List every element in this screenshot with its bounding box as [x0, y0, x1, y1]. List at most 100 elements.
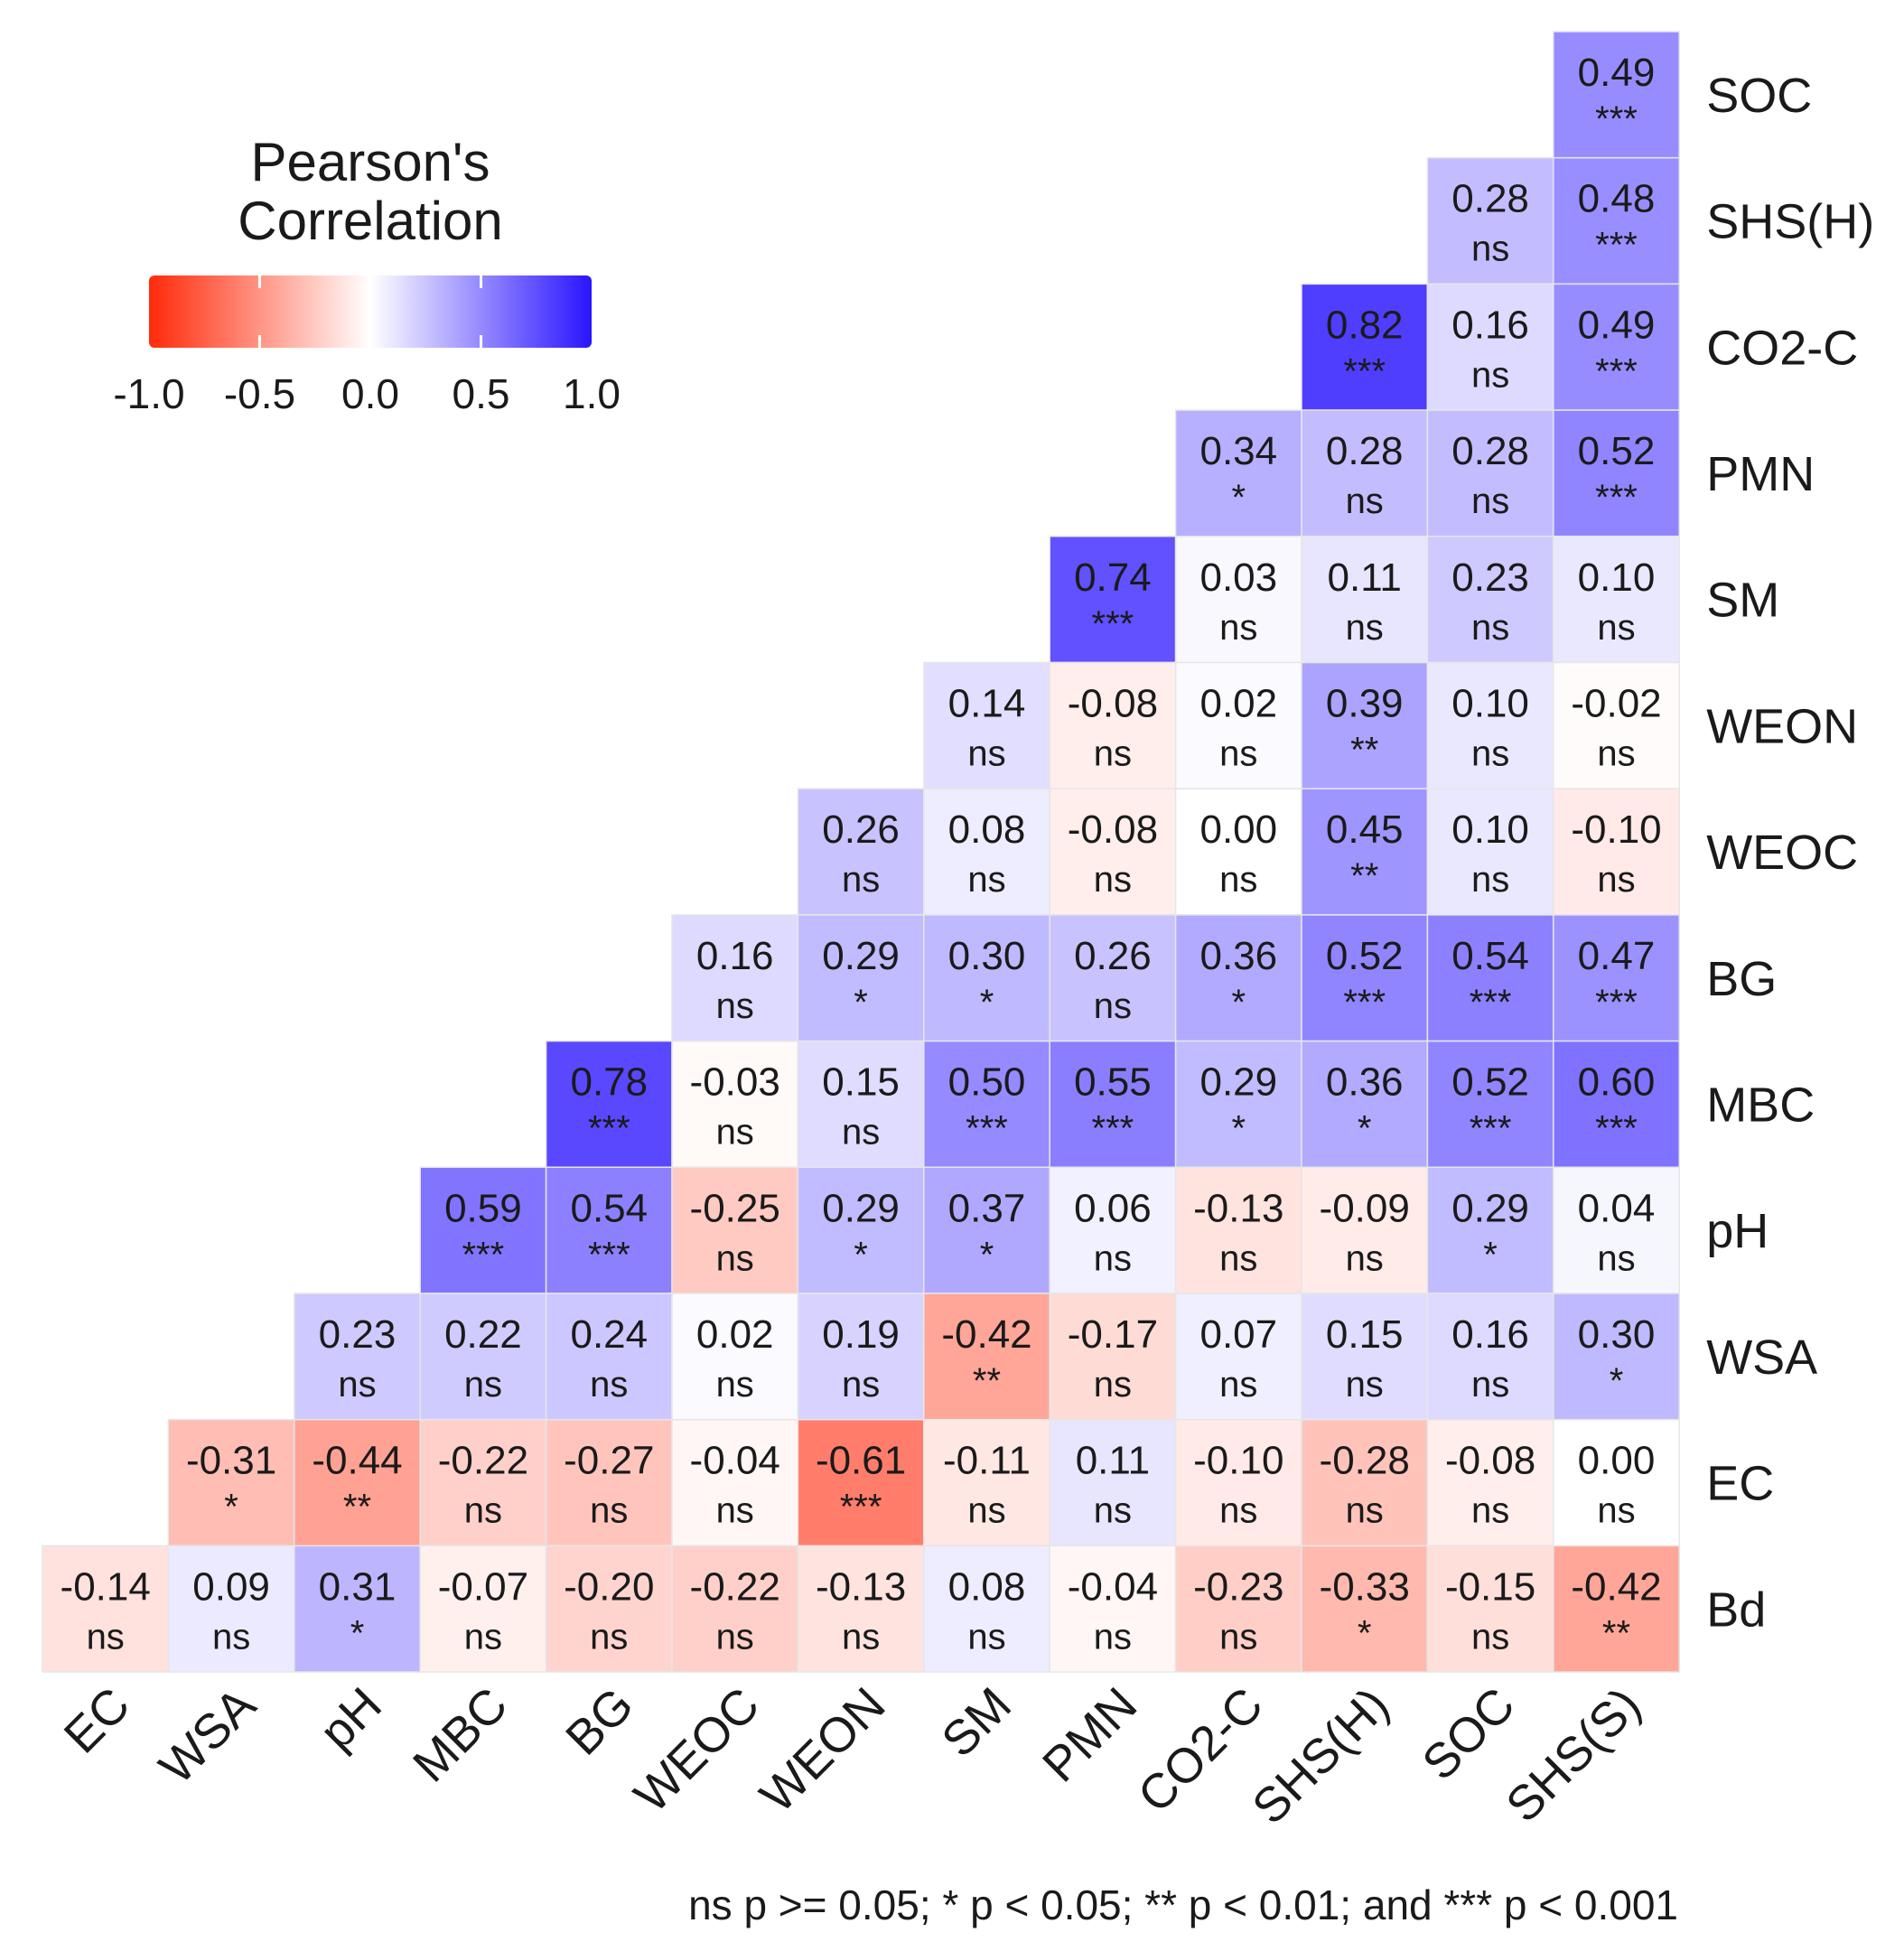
cell-tile — [1301, 283, 1429, 411]
cell-significance-label: ns — [1346, 1491, 1384, 1531]
heatmap-cell: 0.59 *** — [419, 1166, 547, 1294]
heatmap-cell: -0.11 ns — [923, 1418, 1050, 1547]
cell-value-label: 0.16 — [1451, 1312, 1529, 1357]
cell-value-label: 0.11 — [1076, 1439, 1150, 1483]
cell-tile — [923, 1293, 1050, 1421]
x-axis-label: WSA — [149, 1677, 266, 1794]
cell-tile — [797, 1040, 925, 1169]
cell-value-label: -0.03 — [690, 1060, 780, 1105]
cell-value-label: 0.07 — [1199, 1312, 1277, 1357]
cell-tile — [1174, 788, 1302, 916]
cell-tile — [671, 914, 799, 1042]
cell-tile — [1426, 661, 1554, 789]
cell-value-label: 0.15 — [822, 1060, 900, 1105]
cell-significance-label: *** — [1595, 1109, 1638, 1149]
heatmap-cell: 0.24 ns — [545, 1293, 673, 1421]
heatmap-cell: 0.49*** — [1553, 283, 1680, 411]
cell-significance-label: * — [854, 983, 868, 1022]
cell-tile — [1049, 1166, 1177, 1294]
cell-significance-label: ns — [1346, 481, 1384, 521]
cell-value-label: -0.04 — [690, 1439, 780, 1483]
cell-tile — [1174, 661, 1302, 789]
heatmap-cell: 0.55*** — [1049, 1040, 1177, 1169]
cell-significance-label: ns — [1597, 1238, 1635, 1278]
cell-significance-label: ns — [1346, 1238, 1384, 1278]
x-axis-label: EC — [54, 1677, 140, 1763]
cell-tile — [671, 1545, 799, 1673]
heatmap-cell: 0.04 ns — [1553, 1166, 1680, 1294]
heatmap-cell: 0.47 *** — [1553, 914, 1680, 1042]
heatmap-cell: -0.23 ns — [1174, 1545, 1302, 1673]
heatmap-cells: 0.49***0.28ns0.48***0.82***0.16ns0.49***… — [42, 31, 1680, 1673]
cell-value-label: 0.26 — [1074, 934, 1152, 978]
cell-significance-label: * — [1610, 1361, 1624, 1401]
cell-value-label: -0.22 — [690, 1564, 780, 1609]
heatmap-cell: -0.25 ns — [671, 1166, 799, 1294]
heatmap-cell: 0.29* — [1174, 1040, 1302, 1169]
cell-significance-label: ns — [967, 860, 1005, 900]
cell-tile — [1426, 1166, 1554, 1294]
cell-significance-label: ns — [1094, 1365, 1132, 1405]
cell-value-label: 0.39 — [1326, 682, 1404, 726]
cell-value-label: -0.14 — [61, 1564, 151, 1609]
cell-significance-label: * — [1358, 1613, 1372, 1653]
cell-tile — [1049, 1418, 1177, 1547]
cell-significance-label: ns — [967, 1617, 1005, 1657]
cell-significance-label: ** — [1350, 856, 1378, 896]
heatmap-cell: 0.28 ns — [1301, 409, 1429, 537]
cell-significance-label: ns — [842, 1365, 880, 1405]
cell-tile — [797, 1418, 925, 1547]
cell-value-label: 0.30 — [1578, 1312, 1656, 1357]
cell-significance-label: ns — [1094, 1238, 1132, 1278]
cell-value-label: 0.10 — [1451, 807, 1529, 852]
heatmap-cell: 0.11 ns — [1301, 536, 1429, 664]
cell-tile — [1553, 1293, 1680, 1421]
cell-tile — [1553, 536, 1680, 664]
cell-tile — [671, 1040, 799, 1169]
cell-tile — [1553, 31, 1680, 159]
cell-value-label: -0.04 — [1068, 1564, 1158, 1609]
cell-significance-label: * — [1358, 1109, 1372, 1149]
legend-tick-label: 0.5 — [453, 370, 510, 417]
cell-significance-label: ns — [1471, 734, 1509, 774]
heatmap-cell: -0.42** — [923, 1293, 1050, 1421]
heatmap-cell: 0.30 * — [923, 914, 1050, 1042]
cell-tile — [42, 1545, 170, 1673]
cell-tile — [1426, 409, 1554, 537]
x-axis-label: WEOC — [624, 1677, 770, 1823]
cell-significance-label: ns — [1471, 355, 1509, 395]
cell-value-label: -0.09 — [1320, 1186, 1410, 1230]
legend-tick-label: 0.0 — [341, 370, 399, 417]
cell-significance-label: *** — [1343, 983, 1386, 1022]
cell-significance-label: ns — [716, 1617, 754, 1657]
cell-tile — [1426, 1545, 1554, 1673]
heatmap-cell: 0.09 ns — [167, 1545, 295, 1673]
cell-value-label: 0.82 — [1326, 303, 1404, 347]
cell-value-label: 0.16 — [696, 934, 774, 978]
cell-value-label: 0.74 — [1074, 555, 1152, 600]
heatmap-cell: 0.16 ns — [1426, 283, 1554, 411]
cell-significance-label: ns — [1094, 860, 1132, 900]
cell-significance-label: * — [980, 1235, 994, 1274]
cell-tile — [923, 914, 1050, 1042]
heatmap-cell: 0.31* — [294, 1545, 421, 1673]
cell-significance-label: *** — [1595, 99, 1638, 139]
cell-value-label: 0.29 — [1451, 1186, 1529, 1230]
cell-value-label: 0.52 — [1451, 1060, 1529, 1105]
heatmap-cell: -0.42** — [1553, 1545, 1680, 1673]
cell-value-label: 0.29 — [1199, 1060, 1277, 1105]
cell-value-label: 0.49 — [1578, 51, 1656, 95]
cell-tile — [923, 661, 1050, 789]
cell-tile — [1049, 1293, 1177, 1421]
cell-significance-label: ns — [338, 1365, 376, 1405]
cell-value-label: 0.23 — [319, 1312, 397, 1357]
cell-significance-label: ns — [842, 860, 880, 900]
cell-significance-label: *** — [1092, 1109, 1134, 1149]
cell-tile — [1426, 156, 1554, 285]
cell-significance-label: ** — [1602, 1613, 1630, 1653]
cell-significance-label: * — [1232, 983, 1246, 1022]
heatmap-cell: 0.36* — [1301, 1040, 1429, 1169]
cell-value-label: -0.11 — [943, 1439, 1031, 1483]
cell-value-label: 0.06 — [1074, 1186, 1152, 1230]
cell-value-label: -0.20 — [564, 1564, 654, 1609]
